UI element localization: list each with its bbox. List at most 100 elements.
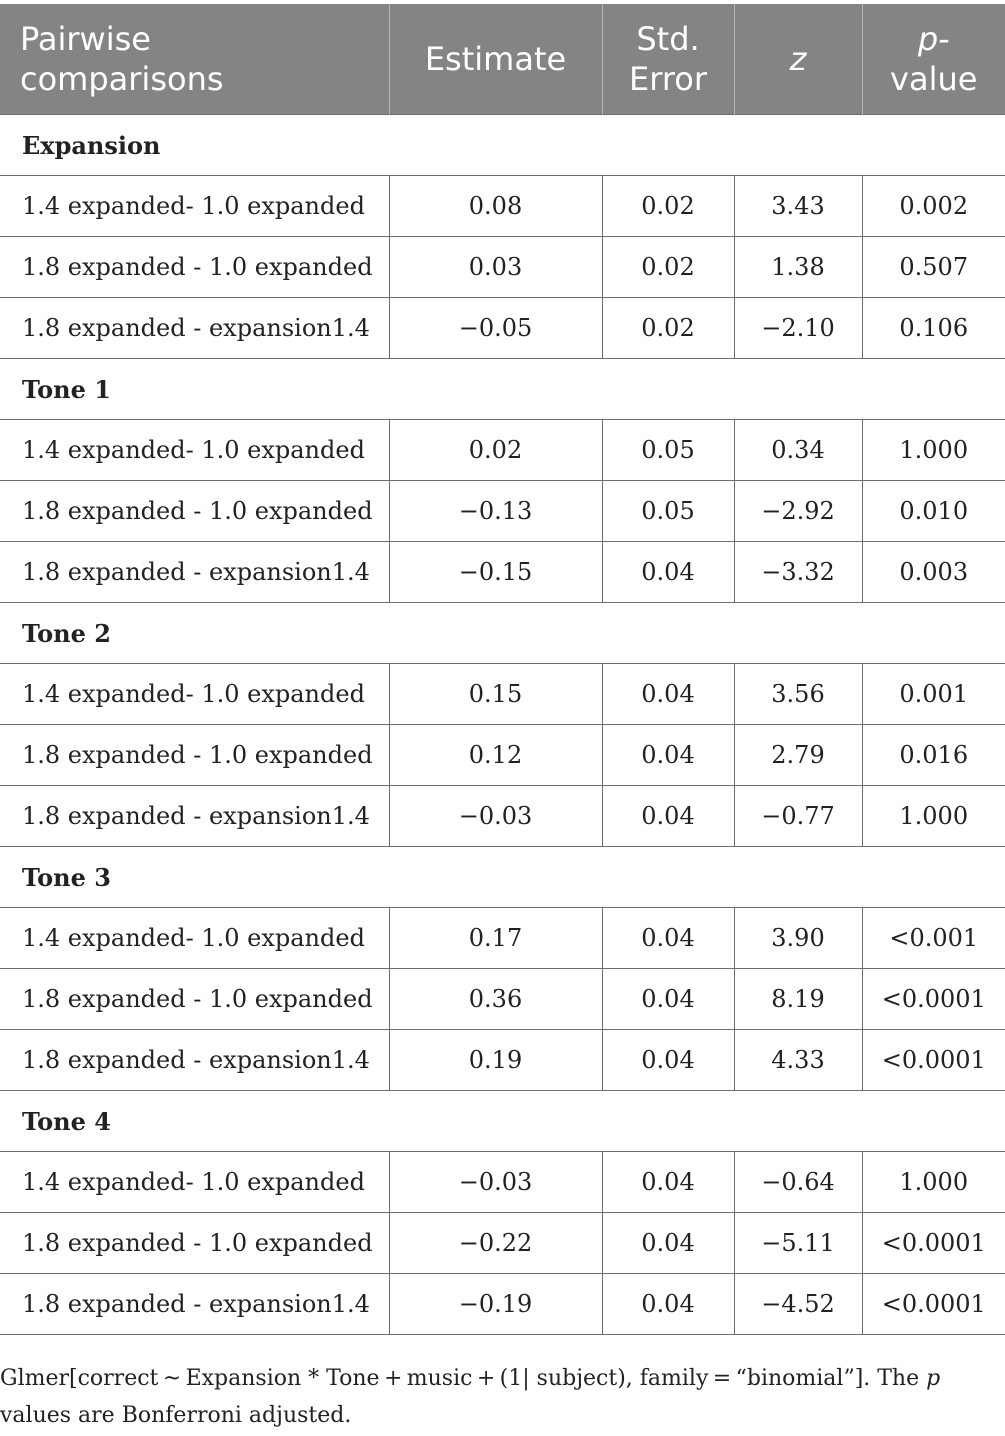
table-row: 1.8 expanded - 1.0 expanded −0.22 0.04 −5.1… [0,1212,1005,1274]
p-value-cell: 0.106 [861,297,1005,359]
p-value-cell: 0.010 [861,480,1005,542]
std-error-cell: 0.04 [601,1273,734,1335]
std-error-cell: 0.04 [601,968,734,1030]
z-cell: 2.79 [733,724,862,786]
comparison-cell: 1.8 expanded - 1.0 expanded [0,480,389,542]
estimate-cell: −0.03 [388,1151,602,1213]
std-error-cell: 0.04 [601,907,734,969]
estimate-cell: 0.36 [388,968,602,1030]
estimate-cell: −0.05 [388,297,602,359]
estimate-cell: −0.19 [388,1273,602,1335]
z-cell: −3.32 [733,541,862,603]
footnote-text-2: values are Bonferroni adjusted. [0,1403,352,1428]
table-footnote: Glmer[correct ~ Expansion * Tone + music… [0,1360,995,1434]
table-row: 1.8 expanded - 1.0 expanded 0.03 0.02 1.38 0… [0,236,1005,298]
estimate-cell: 0.08 [388,175,602,237]
p-value-cell: <0.0001 [861,968,1005,1030]
pairwise-comparisons-table: Pairwise comparisons Estimate Std. Error… [0,4,1005,1335]
std-error-cell: 0.02 [601,297,734,359]
p-value-cell: 1.000 [861,419,1005,481]
table-row: 1.4 expanded- 1.0 expanded 0.02 0.05 0.34 1.… [0,419,1005,481]
group-row: Tone 4 [0,1090,1005,1152]
group-row: Tone 1 [0,358,1005,420]
footnote-text-1: Glmer[correct ~ Expansion * Tone + music… [0,1366,927,1391]
z-cell: −5.11 [733,1212,862,1274]
header-estimate: Estimate [388,4,602,115]
std-error-cell: 0.04 [601,1029,734,1091]
std-error-cell: 0.05 [601,419,734,481]
comparison-cell: 1.8 expanded - 1.0 expanded [0,1212,389,1274]
group-label: Tone 4 [0,1090,1005,1152]
header-std-error: Std. Error [601,4,734,115]
std-error-cell: 0.02 [601,175,734,237]
z-cell: 1.38 [733,236,862,298]
table-row: 1.8 expanded - 1.0 expanded −0.13 0.05 −2.9… [0,480,1005,542]
p-value-cell: 0.507 [861,236,1005,298]
header-pairwise-comparisons: Pairwise comparisons [0,4,389,115]
std-error-cell: 0.04 [601,1212,734,1274]
std-error-cell: 0.04 [601,541,734,603]
z-cell: 3.43 [733,175,862,237]
p-value-cell: <0.0001 [861,1212,1005,1274]
z-cell: 4.33 [733,1029,862,1091]
estimate-cell: −0.03 [388,785,602,847]
group-label: Tone 2 [0,602,1005,664]
estimate-cell: 0.12 [388,724,602,786]
estimate-cell: 0.17 [388,907,602,969]
p-value-cell: 0.016 [861,724,1005,786]
comparison-cell: 1.8 expanded - expansion1.4 [0,541,389,603]
estimate-cell: −0.13 [388,480,602,542]
comparison-cell: 1.8 expanded - 1.0 expanded [0,968,389,1030]
table-row: 1.4 expanded- 1.0 expanded 0.08 0.02 3.43 0.… [0,175,1005,237]
p-value-cell: 1.000 [861,1151,1005,1213]
z-cell: 8.19 [733,968,862,1030]
estimate-cell: 0.15 [388,663,602,725]
estimate-cell: −0.22 [388,1212,602,1274]
p-value-cell: 1.000 [861,785,1005,847]
p-value-cell: 0.001 [861,663,1005,725]
group-row: Expansion [0,114,1005,176]
p-value-cell: 0.002 [861,175,1005,237]
std-error-cell: 0.02 [601,236,734,298]
estimate-cell: 0.03 [388,236,602,298]
comparison-cell: 1.8 expanded - expansion1.4 [0,1029,389,1091]
std-error-cell: 0.04 [601,663,734,725]
z-cell: −2.92 [733,480,862,542]
group-label: Expansion [0,114,1005,176]
header-p-value: p-value [861,4,1005,115]
comparison-cell: 1.4 expanded- 1.0 expanded [0,663,389,725]
std-error-cell: 0.04 [601,1151,734,1213]
comparison-cell: 1.8 expanded - expansion1.4 [0,297,389,359]
p-value-cell: 0.003 [861,541,1005,603]
comparison-cell: 1.4 expanded- 1.0 expanded [0,419,389,481]
z-cell: 0.34 [733,419,862,481]
p-value-cell: <0.0001 [861,1273,1005,1335]
table-row: 1.8 expanded - expansion1.4 −0.05 0.02 −2.1… [0,297,1005,359]
z-cell: 3.90 [733,907,862,969]
z-cell: −4.52 [733,1273,862,1335]
comparison-cell: 1.8 expanded - 1.0 expanded [0,724,389,786]
comparison-cell: 1.4 expanded- 1.0 expanded [0,1151,389,1213]
table-row: 1.8 expanded - expansion1.4 −0.03 0.04 −0.7… [0,785,1005,847]
std-error-cell: 0.05 [601,480,734,542]
estimate-cell: −0.15 [388,541,602,603]
p-value-cell: <0.001 [861,907,1005,969]
header-z: z [733,4,862,115]
comparison-cell: 1.8 expanded - 1.0 expanded [0,236,389,298]
z-cell: −0.77 [733,785,862,847]
group-label: Tone 1 [0,358,1005,420]
comparison-cell: 1.4 expanded- 1.0 expanded [0,175,389,237]
table-row: 1.8 expanded - expansion1.4 0.19 0.04 4.33 <… [0,1029,1005,1091]
comparison-cell: 1.4 expanded- 1.0 expanded [0,907,389,969]
group-row: Tone 2 [0,602,1005,664]
footnote-italic-p: p [926,1366,941,1391]
table-row: 1.8 expanded - expansion1.4 −0.15 0.04 −3.3… [0,541,1005,603]
std-error-cell: 0.04 [601,785,734,847]
table-row: 1.4 expanded- 1.0 expanded 0.15 0.04 3.56 0.… [0,663,1005,725]
z-cell: −2.10 [733,297,862,359]
estimate-cell: 0.19 [388,1029,602,1091]
estimate-cell: 0.02 [388,419,602,481]
table-row: 1.8 expanded - expansion1.4 −0.19 0.04 −4.5… [0,1273,1005,1335]
p-value-cell: <0.0001 [861,1029,1005,1091]
table-row: 1.4 expanded- 1.0 expanded 0.17 0.04 3.90 <0… [0,907,1005,969]
